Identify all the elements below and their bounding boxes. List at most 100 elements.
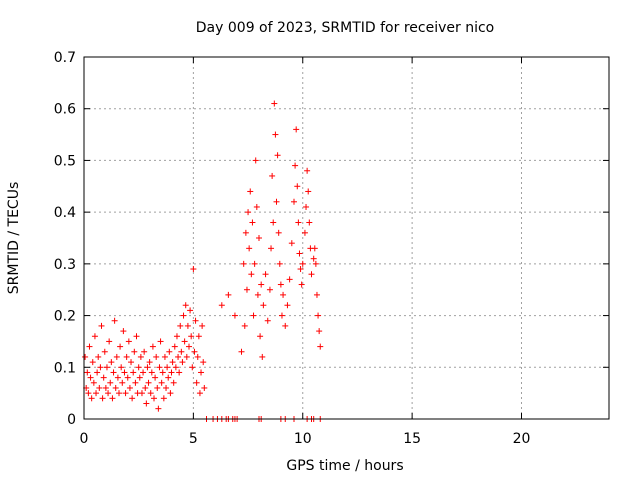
data-point (184, 322, 191, 329)
data-point (142, 384, 149, 391)
data-point (141, 348, 148, 355)
grid-lines (84, 57, 609, 419)
data-point (305, 188, 312, 195)
data-point (253, 203, 260, 210)
data-point (298, 281, 305, 288)
data-point (88, 395, 95, 402)
data-point (109, 395, 116, 402)
y-tick-labels: 0 0.1 0.2 0.3 0.4 0.5 0.6 0.7 (54, 50, 76, 428)
data-point (123, 353, 130, 360)
data-point (172, 364, 179, 371)
data-point (180, 312, 187, 319)
data-point (161, 353, 168, 360)
data-point (296, 250, 303, 257)
data-point (126, 384, 133, 391)
data-point (231, 312, 238, 319)
data-point (98, 322, 105, 329)
data-point (112, 384, 119, 391)
data-point (156, 364, 163, 371)
data-point (303, 203, 310, 210)
data-point (96, 384, 103, 391)
data-point (183, 353, 190, 360)
data-point (133, 333, 140, 340)
data-point (108, 359, 115, 366)
data-point (130, 369, 137, 376)
data-point (177, 322, 184, 329)
data-point (107, 379, 114, 386)
data-point (301, 229, 308, 236)
data-point (148, 369, 155, 376)
data-point (128, 359, 135, 366)
data-point (167, 390, 174, 397)
data-point (277, 281, 284, 288)
data-point (246, 245, 253, 252)
data-point (293, 126, 300, 133)
y-tick-label: 0.5 (54, 153, 76, 169)
data-point (187, 307, 194, 314)
data-point (284, 302, 291, 309)
data-point (84, 369, 91, 376)
data-point (310, 255, 317, 262)
data-point (288, 240, 295, 247)
x-tick-label: 15 (403, 431, 421, 447)
data-point (270, 219, 277, 226)
data-point (129, 395, 136, 402)
data-point (242, 229, 249, 236)
data-point (188, 333, 195, 340)
data-point (170, 379, 177, 386)
data-point (95, 353, 102, 360)
data-point (157, 338, 164, 345)
y-axis-label: SRMTID / TECUs (6, 182, 22, 295)
data-point (275, 229, 282, 236)
data-point (135, 364, 142, 371)
data-point (102, 384, 109, 391)
y-tick-label: 0.7 (54, 50, 76, 66)
data-point (259, 353, 266, 360)
data-point (295, 219, 302, 226)
data-point (100, 374, 107, 381)
data-point (149, 343, 156, 350)
data-point (90, 379, 97, 386)
data-point (274, 152, 281, 159)
data-point (186, 343, 192, 350)
data-point (311, 245, 318, 252)
chart-title: Day 009 of 2023, SRMTID for receiver nic… (196, 20, 494, 36)
data-point (245, 209, 252, 216)
x-tick-label: 10 (294, 431, 312, 447)
data-point (178, 348, 185, 355)
data-point (299, 260, 306, 267)
data-point (291, 198, 297, 205)
data-point (278, 312, 285, 319)
data-point (297, 266, 304, 273)
data-point (256, 235, 262, 241)
y-tick-label: 0.6 (54, 102, 76, 118)
data-point (260, 302, 267, 309)
data-point (158, 379, 165, 386)
data-point (250, 312, 257, 319)
data-point (97, 364, 104, 371)
data-point (276, 260, 283, 267)
data-point (316, 328, 323, 335)
data-point (111, 317, 118, 324)
data-point (251, 260, 258, 267)
plot-frame (83, 56, 610, 420)
data-point (252, 157, 259, 164)
y-tick-label: 0.1 (54, 360, 76, 376)
data-point (87, 374, 94, 381)
data-point (163, 384, 170, 391)
data-point (313, 291, 320, 298)
data-point (269, 172, 276, 179)
axis-ticks (83, 56, 609, 420)
data-point (152, 374, 159, 381)
data-point (103, 364, 110, 371)
data-point (218, 302, 225, 309)
data-point (154, 384, 161, 391)
data-point (110, 369, 117, 376)
data-point (286, 276, 293, 283)
data-point (248, 271, 255, 278)
data-point (292, 162, 299, 169)
data-point (93, 390, 100, 397)
data-point (171, 343, 178, 350)
data-point (173, 333, 180, 340)
y-tick-label: 0.2 (54, 309, 76, 325)
